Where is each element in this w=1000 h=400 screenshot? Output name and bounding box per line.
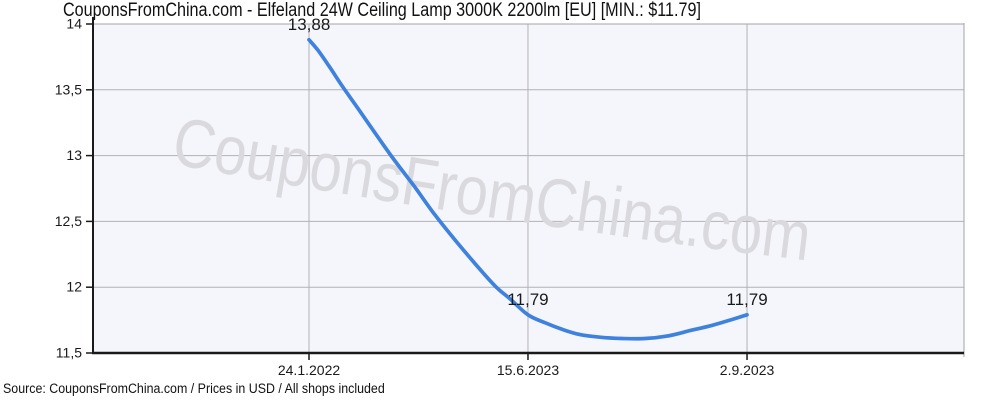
- y-tick-label: 11,5: [56, 345, 82, 361]
- point-annotation: 11,79: [726, 290, 767, 309]
- y-tick-label: 12: [66, 279, 82, 295]
- y-tick-label: 12,5: [55, 213, 82, 229]
- chart-title: CouponsFromChina.com - Elfeland 24W Ceil…: [63, 0, 701, 21]
- x-tick-label: 15.6.2023: [497, 362, 559, 378]
- x-tick-label: 2.9.2023: [720, 362, 775, 378]
- point-annotation: 11,79: [507, 290, 548, 309]
- plot-background: [93, 24, 964, 353]
- y-tick-label: 14: [66, 16, 82, 32]
- point-annotation: 13,88: [288, 15, 331, 34]
- y-tick-label: 13: [66, 147, 82, 163]
- source-note: Source: CouponsFromChina.com / Prices in…: [3, 381, 385, 396]
- price-line: [307, 37, 749, 341]
- x-tick-label: 24.1.2022: [278, 362, 340, 378]
- y-tick-label: 13,5: [55, 81, 82, 97]
